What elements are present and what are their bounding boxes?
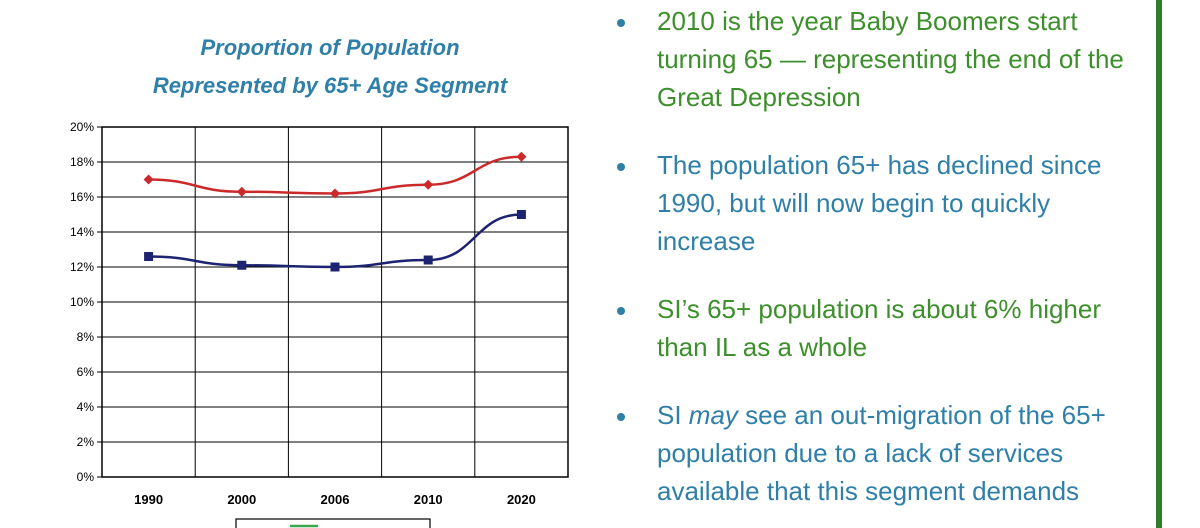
y-tick-label: 16% [70,190,94,204]
bullet-item: The population 65+ has declined since 19… [615,146,1135,260]
line-chart: 0% 2% 4% 6% 8% 10% 12% 14% 16% 18% 20% 1990 2000 2006… [70,120,569,528]
data-point-square [237,260,247,270]
data-point-diamond [330,188,340,199]
data-series [143,151,527,272]
data-point-square [423,255,433,265]
data-point-diamond [236,186,247,197]
bullet-dot-icon [617,19,625,27]
bullet-text: The population 65+ has declined since 19… [657,150,1102,256]
x-tick-label: 2006 [321,492,350,507]
y-tick-label: 2% [77,435,95,449]
y-tick-label: 0% [77,470,95,484]
legend-box [235,518,431,528]
data-point-diamond [143,174,154,185]
slide-border-rule [1156,0,1162,528]
series-line [148,213,522,269]
bullet-text: 2010 is the year Baby Boomers start turn… [657,6,1124,112]
y-tick-label: 10% [70,295,94,309]
y-tick-label: 14% [70,225,94,239]
y-tick-label: 6% [77,365,95,379]
plot-frame [101,126,569,478]
axis-ticks: 0% 2% 4% 6% 8% 10% 12% 14% 16% 18% 20% 1990 2000 2006… [70,120,536,507]
chart-title-line-2: Represented by 65+ Age Segment [152,73,508,98]
data-point-square [516,210,526,219]
y-tick-label: 18% [70,155,94,169]
bullet-text: SI may see an out-migration of the 65+ p… [657,400,1106,506]
data-point-square [144,252,154,261]
y-tick-label: 12% [70,260,94,274]
data-point-diamond [516,151,527,162]
bullet-text: SI’s 65+ population is about 6% higher t… [657,294,1102,362]
legend [235,518,431,528]
x-tick-label: 1990 [134,492,163,507]
bullet-dot-icon [617,413,625,421]
bullet-list: 2010 is the year Baby Boomers start turn… [615,0,1135,506]
y-tick-label: 4% [77,400,95,414]
data-point-square [330,262,340,272]
chart-title-line-1: Proportion of Population [200,35,460,60]
bullet-item: SI may see an out-migration of the 65+ p… [615,396,1135,510]
bullet-dot-icon [617,163,625,171]
y-tick-label: 8% [77,330,95,344]
bullet-item: SI’s 65+ population is about 6% higher t… [615,290,1135,366]
y-tick-label: 20% [70,120,94,134]
x-tick-label: 2000 [227,492,256,507]
bullet-dot-icon [617,307,625,315]
x-tick-label: 2020 [507,492,536,507]
gridlines [97,126,569,478]
x-tick-label: 2010 [414,492,443,507]
data-point-diamond [423,179,434,190]
bullet-item: 2010 is the year Baby Boomers start turn… [615,2,1135,116]
